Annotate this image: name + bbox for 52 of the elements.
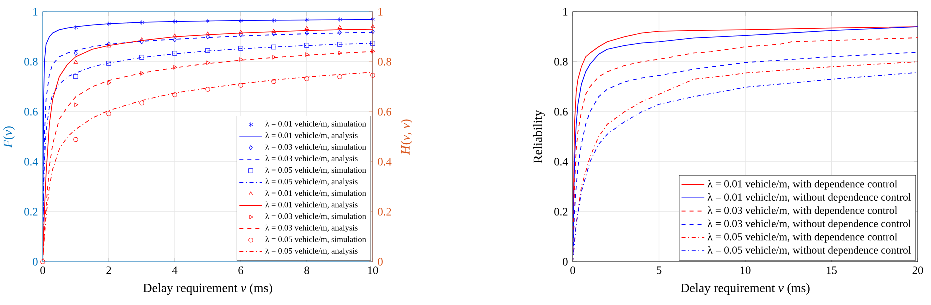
x-tick-label: 10 xyxy=(740,266,751,274)
x-tick-label: 20 xyxy=(912,266,924,274)
legend-label: λ = 0.01 vehicle/m, analysis xyxy=(266,132,358,140)
legend-label: λ = 0.05 vehicle/m, without dependence control xyxy=(708,246,912,256)
x-tick-label: 0 xyxy=(570,266,576,274)
y2-axis-title: H(v, v) xyxy=(401,120,413,156)
legend-label: λ = 0.01 vehicle/m, simulation xyxy=(266,120,366,128)
x-tick-label: 15 xyxy=(827,266,837,274)
legend-label: λ = 0.03 vehicle/m, simulation xyxy=(266,144,366,152)
y-tick-label: 0.6 xyxy=(554,108,568,116)
legend-label: λ = 0.01 vehicle/m, without dependence control xyxy=(708,193,912,204)
y-axis-title: Reliability xyxy=(533,110,545,164)
y-tick-label: 0 xyxy=(33,258,38,266)
x-tick-label: 4 xyxy=(172,266,178,274)
y-tick-label: 1 xyxy=(34,8,38,16)
legend-label: λ = 0.05 vehicle/m, simulation xyxy=(266,167,366,174)
legend-label: λ = 0.03 vehicle/m, without dependence control xyxy=(708,220,912,230)
y2-tick-label: 0.2 xyxy=(378,208,392,216)
legend-label: λ = 0.05 vehicle/m, analysis xyxy=(266,178,358,186)
x-axis-title: Delay requirement v (ms) xyxy=(143,284,272,296)
legend-label: λ = 0.01 vehicle/m, simulation xyxy=(266,190,366,198)
y-tick-label: 0.2 xyxy=(24,208,38,216)
y-tick-label: 0.2 xyxy=(554,208,568,216)
x-tick-label: 10 xyxy=(368,266,378,274)
y-tick-label: 0.8 xyxy=(24,58,38,66)
y2-tick-label: 1 xyxy=(378,8,383,16)
y-tick-label: 0.8 xyxy=(554,58,568,66)
y-tick-label: 1 xyxy=(564,8,568,16)
x-tick-label: 8 xyxy=(304,266,310,274)
y2-tick-label: 0 xyxy=(378,258,383,266)
x-axis-title: Delay requirement v (ms) xyxy=(680,284,810,296)
y2-tick-label: 0.4 xyxy=(378,158,392,166)
legend-label: λ = 0.03 vehicle/m, simulation xyxy=(266,213,366,220)
y-axis-title: F(v) xyxy=(4,126,15,148)
x-tick-label: 0 xyxy=(40,266,46,274)
y-tick-label: 0.6 xyxy=(24,108,38,116)
legend-label: λ = 0.05 vehicle/m, simulation xyxy=(266,236,366,244)
y2-tick-label: 0.8 xyxy=(378,58,392,66)
x-tick-label: 5 xyxy=(657,266,662,274)
legend-label: λ = 0.01 vehicle/m, analysis xyxy=(266,202,358,210)
legend-label: λ = 0.05 vehicle/m, analysis xyxy=(266,248,358,256)
y-tick-label: 0.4 xyxy=(554,158,568,166)
legend-label: λ = 0.03 vehicle/m, with dependence control xyxy=(708,206,898,216)
y2-tick-label: 0.6 xyxy=(378,108,392,116)
legend-label: λ = 0.03 vehicle/m, analysis xyxy=(266,156,358,164)
y-tick-label: 0 xyxy=(563,258,568,266)
y-tick-label: 0.4 xyxy=(24,158,38,166)
x-tick-label: 6 xyxy=(238,266,244,274)
legend-label: λ = 0.01 vehicle/m, with dependence control xyxy=(708,180,898,190)
x-tick-label: 2 xyxy=(106,266,112,274)
legend-label: λ = 0.05 vehicle/m, with dependence control xyxy=(708,233,898,243)
legend-label: λ = 0.03 vehicle/m, analysis xyxy=(266,224,358,232)
